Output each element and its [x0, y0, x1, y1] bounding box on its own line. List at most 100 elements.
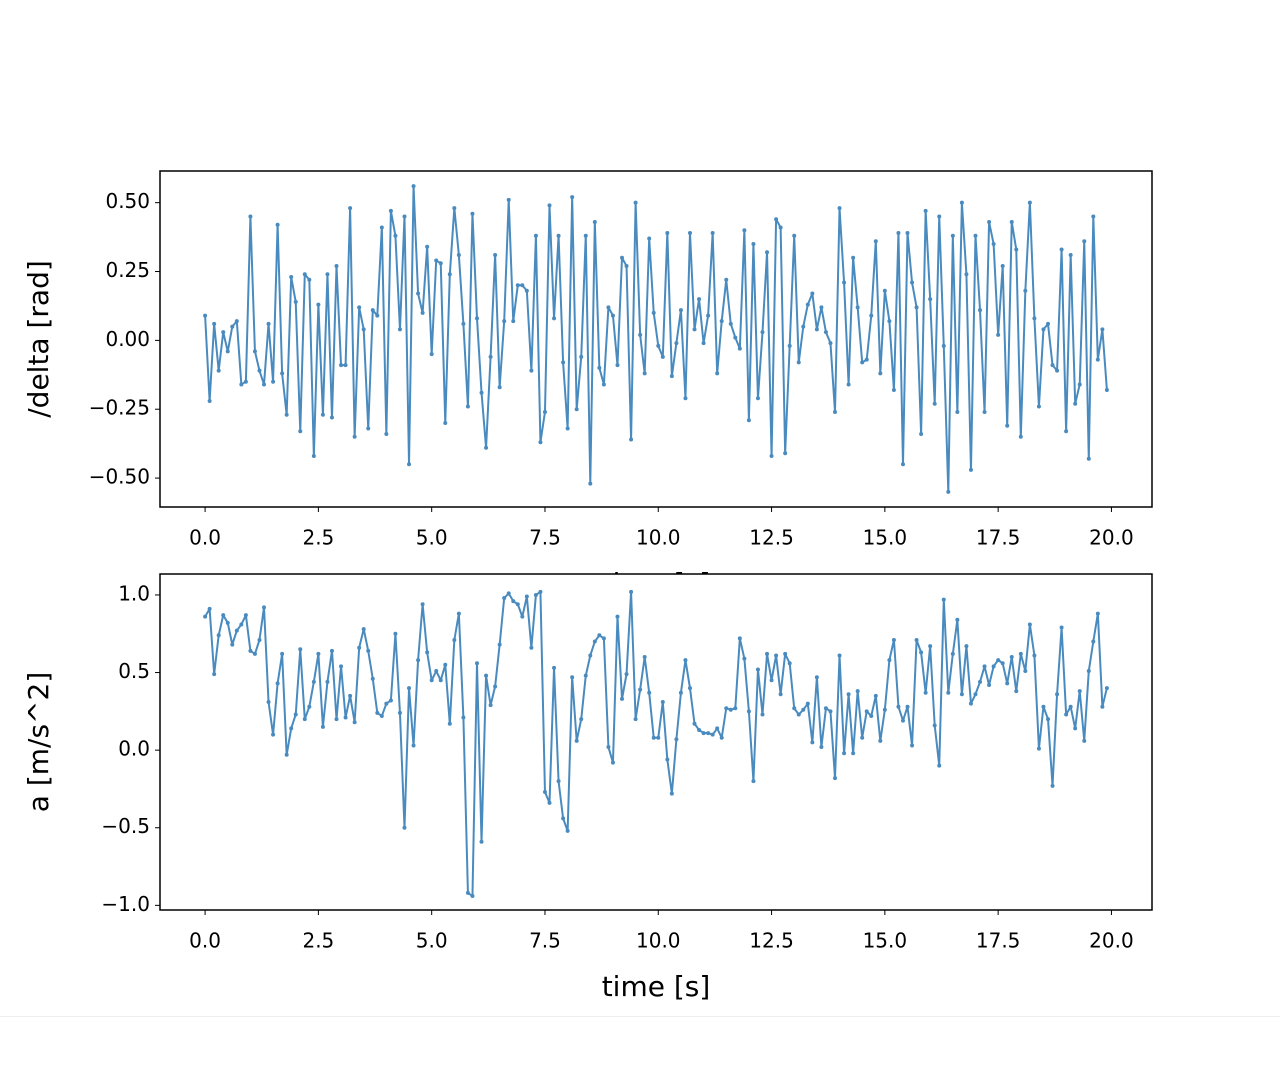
data-point: [964, 272, 969, 277]
data-point: [674, 341, 679, 346]
x-tick-label: 17.5: [976, 929, 1021, 953]
data-point: [1091, 639, 1096, 644]
data-point: [243, 613, 248, 618]
data-point: [755, 667, 760, 672]
data-point: [1050, 783, 1055, 788]
data-point: [252, 349, 257, 354]
data-point: [298, 429, 303, 434]
x-tick-label: 20.0: [1089, 929, 1134, 953]
data-point: [823, 330, 828, 335]
data-point: [900, 718, 905, 723]
data-point: [783, 451, 788, 456]
data-point: [538, 589, 543, 594]
data-point: [1064, 712, 1069, 717]
data-point: [987, 682, 992, 687]
data-point: [271, 732, 276, 737]
data-point: [203, 614, 208, 619]
data-point: [443, 421, 448, 425]
data-point: [384, 701, 389, 706]
data-point: [647, 236, 652, 241]
data-point: [524, 594, 529, 599]
data-point: [919, 650, 924, 655]
axes-frame: [159, 573, 1153, 911]
data-point: [642, 371, 647, 376]
data-point: [280, 651, 285, 656]
data-point: [1032, 653, 1037, 658]
data-point: [914, 637, 919, 642]
data-point: [357, 645, 362, 650]
data-point: [497, 385, 502, 390]
data-point: [724, 706, 729, 711]
data-point: [932, 401, 937, 406]
data-point: [443, 662, 448, 667]
data-point: [334, 717, 339, 722]
data-point: [864, 709, 869, 714]
data-point: [846, 692, 851, 697]
data-point: [316, 651, 321, 656]
data-point: [329, 648, 334, 653]
data-point: [393, 631, 398, 636]
data-point: [1091, 214, 1096, 219]
data-point: [805, 701, 810, 706]
data-point: [801, 707, 806, 712]
data-point: [692, 721, 697, 726]
data-point: [923, 208, 928, 213]
y-tick-label: −0.5: [101, 814, 150, 838]
data-point: [746, 418, 751, 423]
axes: 0.0 2.5 5.0 7.5 10.0 12.5 15.0 17.5 20.0 −0.50 −0.…: [22, 170, 1153, 600]
data-point: [284, 412, 289, 417]
data-point: [447, 721, 452, 726]
data-point: [1023, 668, 1028, 673]
data-point: [669, 791, 674, 796]
data-point: [873, 239, 878, 244]
x-tick-label: 17.5: [976, 526, 1021, 550]
data-point: [715, 726, 720, 731]
data-point: [978, 679, 983, 684]
data-point: [388, 698, 393, 703]
data-point: [438, 678, 443, 683]
data-point: [950, 233, 955, 238]
data-point: [425, 244, 430, 249]
data-point: [420, 602, 425, 607]
y-tick-label: 0.50: [105, 189, 150, 213]
data-point: [348, 206, 353, 211]
data-point: [742, 656, 747, 661]
data-point: [1027, 622, 1032, 627]
data-point: [638, 687, 643, 692]
data-point: [896, 230, 901, 235]
data-point: [556, 779, 561, 784]
data-point: [275, 222, 280, 227]
data-point: [968, 701, 973, 706]
y-tick-label: 1.0: [118, 581, 150, 605]
data-point: [905, 230, 910, 235]
data-point: [941, 343, 946, 348]
data-point: [203, 313, 208, 318]
data-point: [597, 365, 602, 370]
data-point: [647, 690, 652, 695]
data-point: [842, 280, 847, 285]
data-point: [216, 368, 221, 373]
data-point: [955, 617, 960, 622]
data-point: [624, 264, 629, 269]
data-point: [991, 664, 996, 669]
data-point: [615, 363, 620, 368]
data-point: [552, 316, 557, 321]
data-point: [212, 672, 217, 677]
data-point: [474, 316, 479, 321]
data-point: [311, 454, 316, 459]
data-point: [207, 398, 212, 403]
data-point: [796, 360, 801, 365]
x-tick-label: 12.5: [749, 526, 794, 550]
data-point: [320, 412, 325, 417]
data-point: [520, 283, 525, 288]
axes-frame: [159, 170, 1153, 508]
data-point: [429, 352, 434, 357]
data-point: [769, 678, 774, 683]
data-point: [964, 644, 969, 649]
data-point: [620, 255, 625, 260]
data-point: [706, 313, 711, 318]
data-point: [1000, 661, 1005, 666]
data-point: [547, 203, 552, 208]
y-tick-label: 0.5: [118, 659, 150, 683]
